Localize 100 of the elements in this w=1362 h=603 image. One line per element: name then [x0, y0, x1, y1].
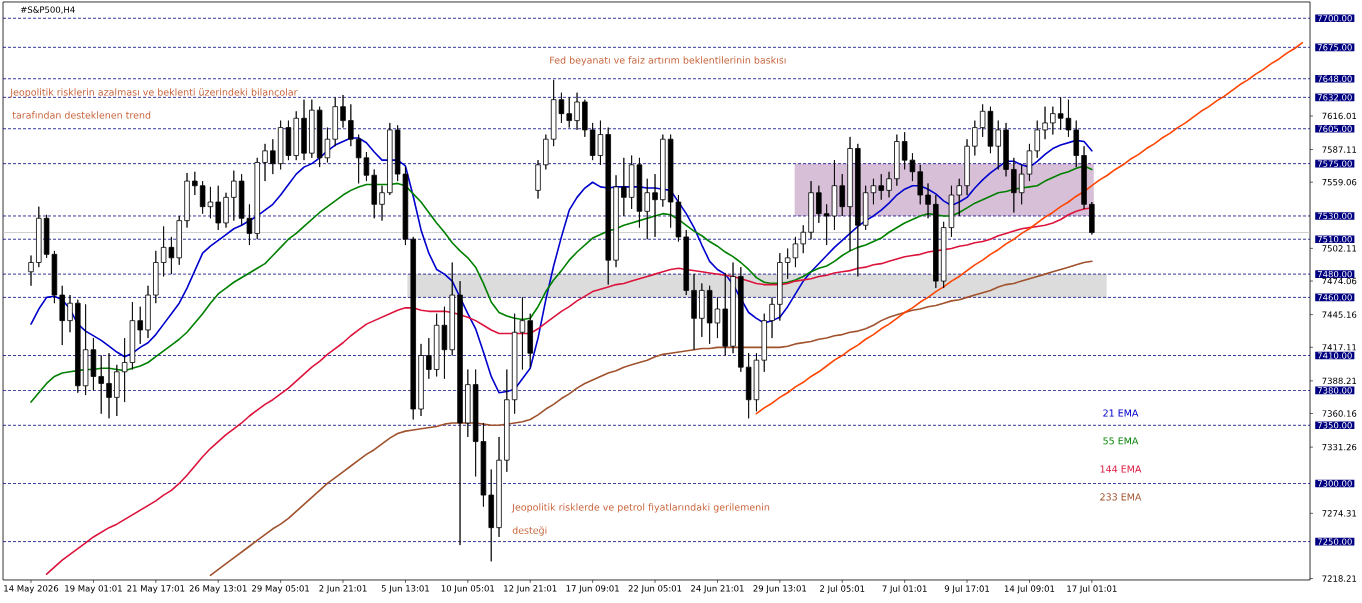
- candlestick: [153, 250, 159, 304]
- candlestick: [348, 103, 354, 147]
- candlestick: [254, 157, 260, 240]
- candlestick: [722, 272, 728, 356]
- x-tick-label: 17 Jun 09:01: [566, 585, 619, 594]
- text: 55 EMA: [1103, 437, 1139, 445]
- text: 21 EMA: [1103, 409, 1139, 417]
- candlestick: [933, 194, 939, 289]
- candlestick: [426, 337, 432, 380]
- candlestick: [67, 294, 73, 333]
- candlestick: [363, 151, 370, 182]
- ref-line-label: 7300.00: [1317, 480, 1352, 487]
- text: 144 EMA: [1100, 465, 1142, 473]
- candlestick: [917, 164, 923, 205]
- candlestick: [1073, 120, 1079, 168]
- candlestick: [691, 273, 697, 351]
- ref-line-label: 7675.00: [1317, 44, 1352, 51]
- x-tick-label: 26 May 13:01: [189, 585, 247, 594]
- ref-line-label: 7350.00: [1317, 422, 1352, 429]
- y-tick-label: 7388.21: [1322, 377, 1357, 385]
- candlestick: [972, 120, 978, 156]
- candlestick: [496, 436, 502, 538]
- x-tick-label: 17 Jul 01:01: [1067, 585, 1117, 594]
- y-tick-label: 7360.16: [1322, 410, 1357, 417]
- candlestick: [106, 352, 112, 419]
- ref-line-label: 7700.00: [1317, 15, 1352, 22]
- candlestick: [582, 99, 588, 138]
- candlestick: [675, 194, 682, 242]
- candlestick: [652, 173, 658, 238]
- candlestick: [293, 110, 299, 161]
- candlestick: [410, 236, 416, 420]
- ref-line-label: 7410.00: [1317, 352, 1352, 359]
- ref-line-label: 7380.00: [1317, 387, 1352, 394]
- x-tick-label: 24 Jun 21:01: [691, 585, 744, 594]
- x-tick-label: 2 Jul 05:01: [820, 585, 865, 594]
- candlestick: [699, 283, 705, 338]
- candlestick: [371, 169, 377, 219]
- candlestick: [621, 157, 627, 217]
- candlestick: [270, 138, 276, 175]
- candlestick: [613, 174, 619, 268]
- chart-title: #S&P500,H4: [20, 6, 75, 14]
- ref-line-label: 7530.00: [1317, 212, 1352, 220]
- x-tick-label: 29 May 05:01: [252, 585, 309, 594]
- candlestick: [855, 143, 861, 277]
- ref-line-label: 7575.00: [1317, 160, 1352, 167]
- candlestick: [800, 224, 806, 254]
- annotation: Fed beyanatı ve faiz artırım beklentilerinin baskısı: [550, 56, 786, 66]
- candlestick: [925, 183, 931, 219]
- candlestick: [262, 143, 268, 182]
- candlestick: [901, 131, 908, 170]
- x-tick-label: 9 Jul 17:01: [944, 585, 990, 594]
- candlestick: [402, 166, 409, 246]
- candlestick: [184, 172, 190, 228]
- candlestick: [1026, 143, 1033, 182]
- x-tick-label: 21 May 17:01: [127, 585, 185, 594]
- candlestick: [355, 134, 362, 184]
- candlestick: [667, 134, 674, 228]
- ref-line-label: 7632.00: [1317, 94, 1352, 101]
- candlestick: [816, 185, 822, 224]
- candlestick: [738, 266, 744, 373]
- candlestick: [394, 124, 401, 182]
- candlestick: [1089, 201, 1095, 235]
- candlestick: [543, 134, 549, 170]
- x-tick-label: 14 Jul 09:01: [1004, 585, 1055, 594]
- candlestick: [777, 252, 783, 322]
- candlestick: [1042, 106, 1048, 140]
- candlestick: [886, 171, 892, 198]
- y-tick-label: 7502.11: [1322, 245, 1357, 252]
- candlestick: [449, 262, 455, 356]
- candlestick: [683, 229, 689, 296]
- candlestick: [28, 255, 34, 287]
- candlestick: [145, 285, 151, 339]
- candlestick: [847, 136, 853, 252]
- annotation: desteği: [512, 526, 547, 536]
- annotation: Jeopolitik risklerde ve petrol fiyatlarındaki gerilemenin: [511, 503, 770, 513]
- candlestick: [839, 173, 845, 217]
- annotation: tarafından desteklenen trend: [12, 111, 151, 119]
- candlestick: [418, 343, 424, 417]
- candlestick: [761, 313, 767, 373]
- annotation: Jeopolitik risklerin azalması ve beklenti üzerindeki bilançolar: [9, 88, 298, 98]
- candlestick: [215, 185, 221, 231]
- candlestick: [379, 185, 385, 222]
- candlestick: [527, 313, 533, 368]
- y-tick-label: 7417.11: [1322, 344, 1357, 351]
- candlestick: [605, 127, 611, 285]
- x-tick-label: 14 May 2026: [4, 585, 59, 594]
- candlestick: [465, 369, 471, 438]
- y-tick-label: 7274.31: [1322, 510, 1357, 517]
- ref-line-label: 7605.00: [1317, 125, 1352, 132]
- candlestick: [894, 134, 900, 187]
- candlestick: [1011, 157, 1017, 213]
- candlestick: [340, 94, 346, 128]
- candlestick: [535, 159, 541, 199]
- candlestick: [98, 355, 104, 415]
- x-tick-label: 22 Jun 05:01: [628, 585, 682, 594]
- candlestick: [1034, 120, 1040, 159]
- text: 233 EMA: [1100, 493, 1142, 501]
- candlestick: [644, 178, 650, 240]
- candlestick: [114, 364, 120, 417]
- candlestick: [36, 206, 42, 268]
